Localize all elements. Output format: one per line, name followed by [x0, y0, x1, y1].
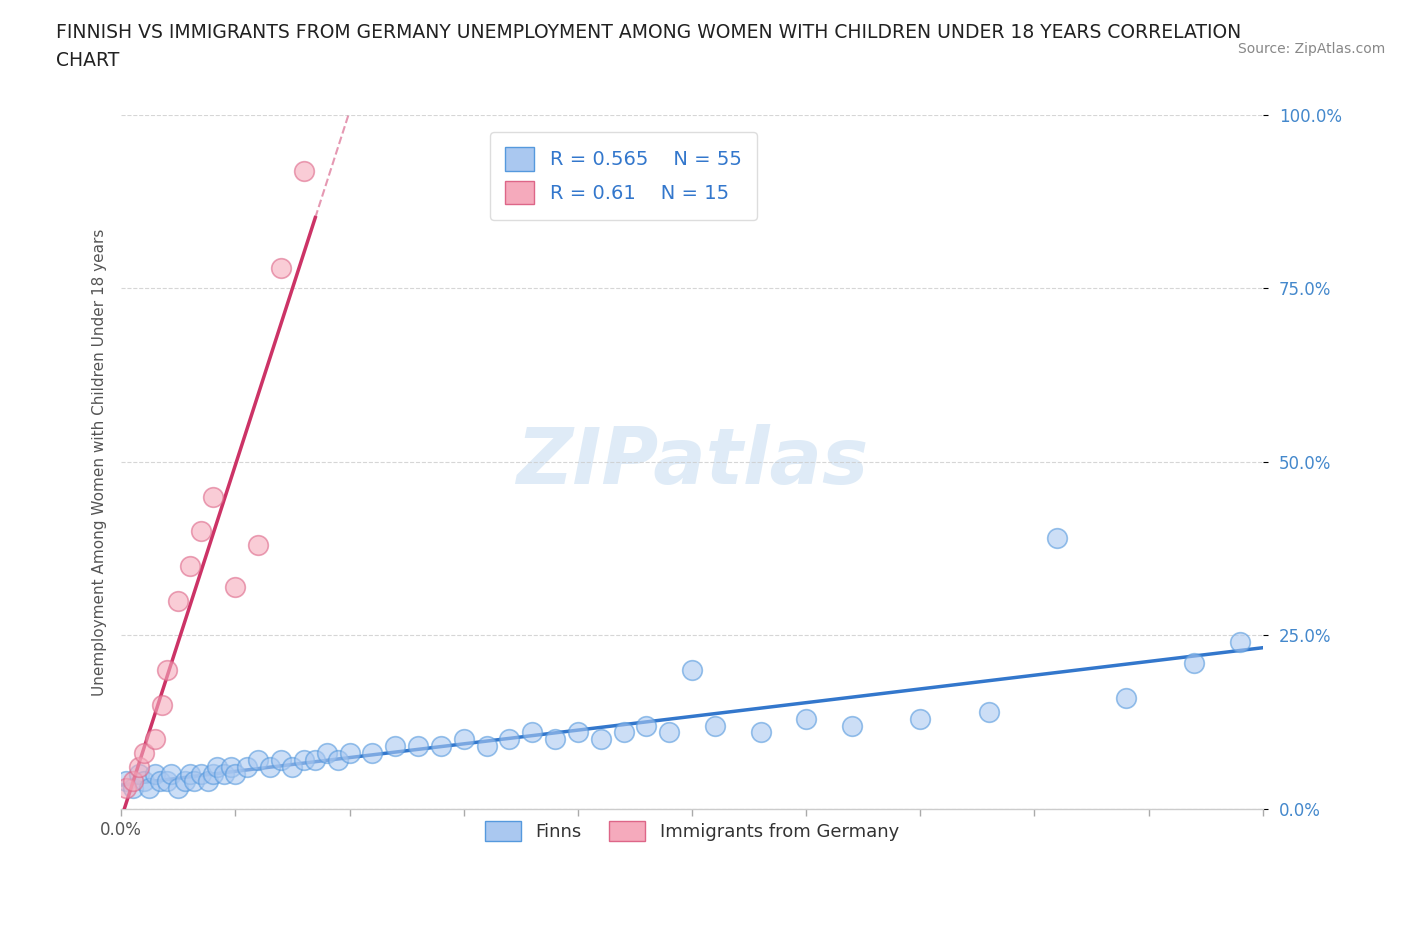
Point [1115, 690, 1137, 705]
Point [406, 739, 429, 754]
Point [498, 732, 520, 747]
Point [121, 780, 143, 795]
Point [977, 704, 1000, 719]
Point [224, 579, 246, 594]
Point [636, 718, 658, 733]
Point [681, 662, 703, 677]
Point [219, 760, 242, 775]
Point [544, 732, 567, 747]
Point [522, 725, 544, 740]
Point [132, 774, 155, 789]
Point [703, 718, 725, 733]
Y-axis label: Unemployment Among Women with Children Under 18 years: Unemployment Among Women with Children U… [93, 228, 107, 696]
Point [270, 260, 292, 275]
Point [179, 559, 201, 574]
Point [114, 774, 136, 789]
Point [910, 711, 932, 726]
Point [304, 752, 326, 767]
Point [1229, 635, 1251, 650]
Point [247, 538, 270, 552]
Point [339, 746, 361, 761]
Point [201, 766, 224, 781]
Point [567, 725, 589, 740]
Point [145, 732, 167, 747]
Point [128, 766, 150, 781]
Point [114, 780, 136, 795]
Point [212, 766, 235, 781]
Point [1046, 531, 1069, 546]
Point [453, 732, 475, 747]
Point [292, 752, 315, 767]
Point [132, 746, 155, 761]
Text: ZIPatlas: ZIPatlas [516, 424, 868, 500]
Point [197, 774, 219, 789]
Point [430, 739, 453, 754]
Text: CHART: CHART [56, 51, 120, 70]
Point [361, 746, 384, 761]
Point [160, 766, 183, 781]
Point [201, 489, 224, 504]
Point [384, 739, 406, 754]
Legend: Finns, Immigrants from Germany: Finns, Immigrants from Germany [478, 814, 905, 848]
Point [179, 766, 201, 781]
Text: FINNISH VS IMMIGRANTS FROM GERMANY UNEMPLOYMENT AMONG WOMEN WITH CHILDREN UNDER : FINNISH VS IMMIGRANTS FROM GERMANY UNEMP… [56, 23, 1241, 42]
Point [281, 760, 304, 775]
Point [190, 524, 212, 538]
Point [589, 732, 612, 747]
Point [149, 774, 172, 789]
Point [794, 711, 817, 726]
Point [156, 774, 179, 789]
Point [167, 780, 190, 795]
Point [270, 752, 292, 767]
Point [205, 760, 228, 775]
Point [156, 662, 179, 677]
Point [475, 739, 498, 754]
Text: Source: ZipAtlas.com: Source: ZipAtlas.com [1237, 42, 1385, 56]
Point [315, 746, 337, 761]
Point [145, 766, 167, 781]
Point [612, 725, 634, 740]
Point [247, 752, 270, 767]
Point [326, 752, 349, 767]
Point [658, 725, 681, 740]
Point [121, 774, 143, 789]
Point [183, 774, 205, 789]
Point [236, 760, 259, 775]
Point [259, 760, 281, 775]
Point [1182, 656, 1205, 671]
Point [841, 718, 863, 733]
Point [174, 774, 197, 789]
Point [150, 698, 173, 712]
Point [190, 766, 212, 781]
Point [138, 780, 160, 795]
Point [224, 766, 246, 781]
Point [128, 760, 150, 775]
Point [167, 593, 190, 608]
Point [749, 725, 772, 740]
Point [292, 163, 315, 178]
